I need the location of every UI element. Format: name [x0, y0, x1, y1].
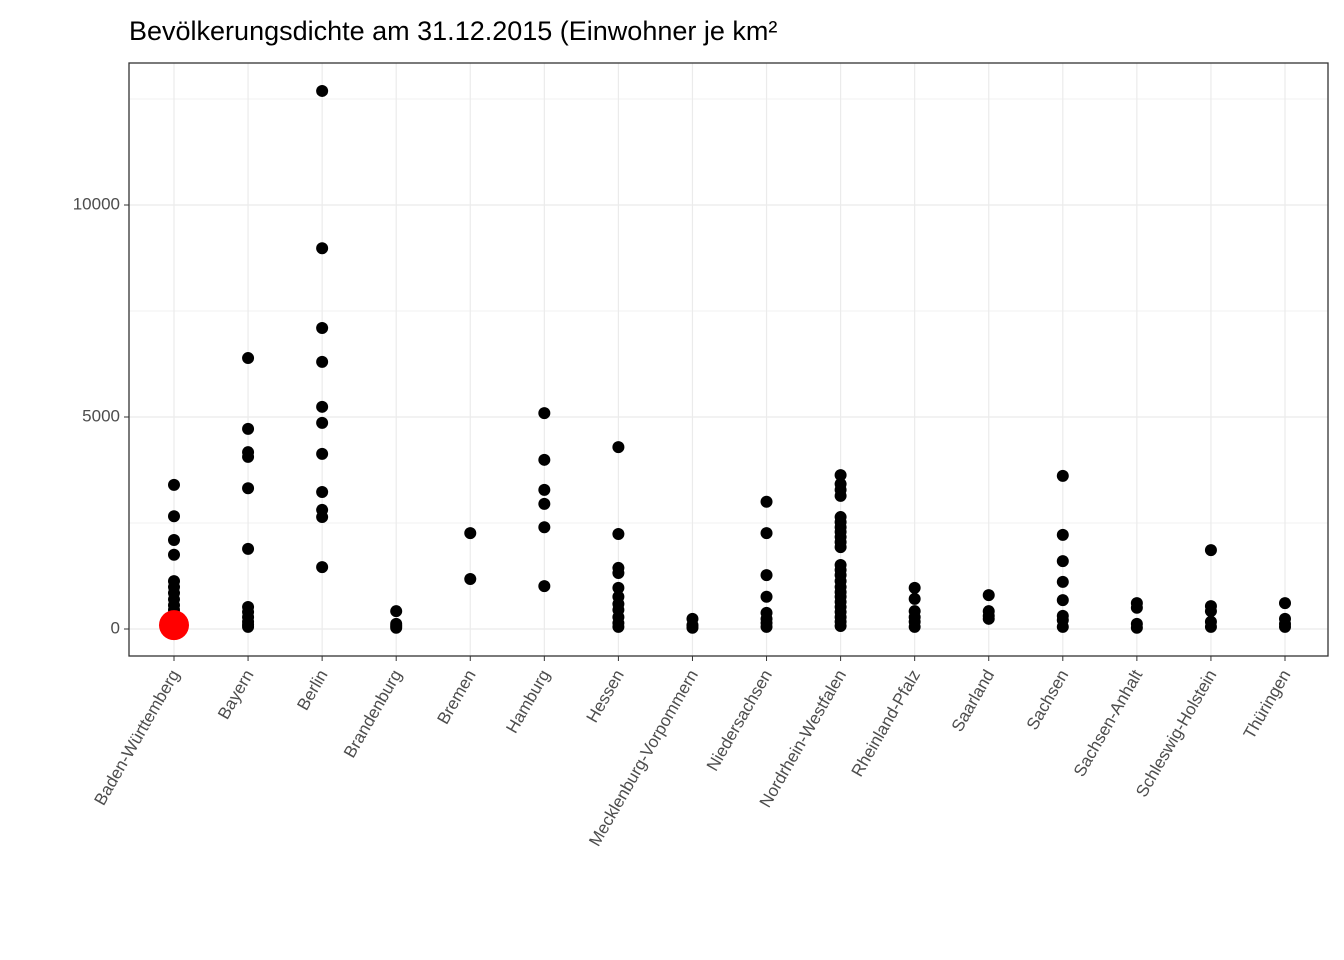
data-point: [242, 482, 255, 495]
data-point: [1056, 469, 1069, 482]
data-point: [538, 483, 551, 496]
data-point: [1279, 597, 1291, 610]
data-point: [538, 580, 551, 593]
y-tick-label: 5000: [82, 406, 120, 425]
data-point: [834, 541, 847, 554]
data-point: [168, 548, 180, 561]
data-point: [538, 453, 551, 466]
data-point: [1130, 601, 1143, 614]
y-tick-label: 0: [111, 618, 120, 637]
data-point: [242, 542, 255, 555]
data-point: [316, 416, 329, 429]
data-point: [316, 321, 329, 334]
data-point: [390, 605, 403, 618]
data-point: [760, 569, 773, 582]
data-point: [242, 422, 255, 435]
data-point: [834, 469, 847, 482]
data-point: [1204, 544, 1217, 557]
data-point: [760, 495, 773, 508]
chart-title: Bevölkerungsdichte am 31.12.2015 (Einwoh…: [129, 16, 777, 46]
data-point: [612, 581, 625, 594]
data-point: [1279, 620, 1291, 633]
data-point: [242, 450, 255, 463]
data-point: [168, 478, 180, 491]
data-point: [1056, 555, 1069, 568]
data-point: [316, 355, 329, 368]
data-point: [612, 567, 625, 580]
data-point: [316, 447, 329, 460]
data-point: [982, 589, 995, 602]
data-point: [316, 84, 329, 97]
data-point: [1056, 620, 1069, 633]
data-point: [1130, 621, 1143, 634]
data-point: [1056, 594, 1069, 607]
data-point: [538, 497, 551, 510]
panel-border: [128, 62, 1329, 657]
data-point: [834, 620, 847, 633]
data-point: [1056, 528, 1069, 541]
data-point: [168, 533, 180, 546]
data-point: [612, 528, 625, 541]
data-point: [1204, 620, 1217, 633]
data-point: [1056, 575, 1069, 588]
data-point: [316, 242, 329, 255]
y-tick-label: 10000: [73, 194, 120, 213]
data-point: [612, 441, 625, 454]
data-point: [760, 590, 773, 603]
data-point: [464, 572, 477, 585]
data-point: [316, 400, 329, 413]
data-point: [316, 511, 329, 524]
data-point: [159, 610, 189, 641]
data-point: [242, 620, 255, 633]
data-point: [538, 407, 551, 420]
data-point: [1204, 605, 1217, 618]
data-point: [390, 621, 403, 634]
data-point: [908, 581, 921, 594]
data-point: [242, 352, 255, 365]
data-point: [760, 527, 773, 540]
data-point: [908, 620, 921, 633]
data-point: [316, 561, 329, 574]
data-point: [168, 510, 180, 523]
data-point: [316, 486, 329, 499]
data-point: [464, 527, 477, 540]
data-point: [834, 489, 847, 502]
data-point: [612, 620, 625, 633]
data-point: [760, 620, 773, 633]
data-point: [982, 612, 995, 625]
data-point: [538, 521, 551, 534]
data-point: [686, 621, 699, 634]
data-point: [908, 592, 921, 605]
